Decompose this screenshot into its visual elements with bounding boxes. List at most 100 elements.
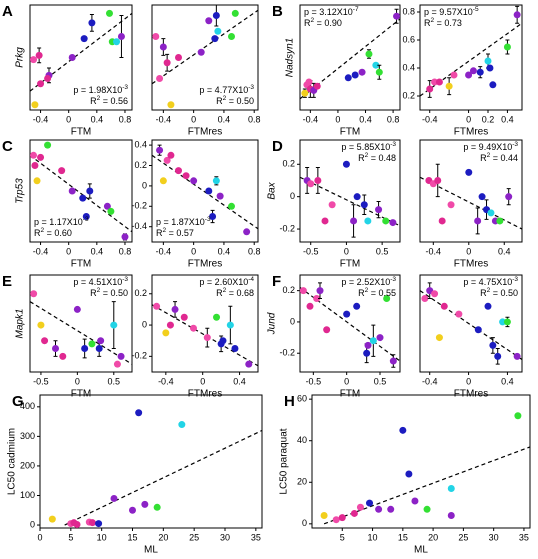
y-tick-label: 0.2 [134,288,147,298]
annotation-superscript: 2 [431,17,435,24]
annotation-text: R [156,228,163,238]
point [421,294,429,302]
plot-frame [419,4,523,111]
annotation: p = 1.87X10-3 [156,216,211,227]
x-tick-label: -0.4 [156,246,172,256]
x-axis-label: FTMres [454,259,488,270]
x-axis-label: FTMres [188,389,222,400]
annotation-superscript: -4 [248,276,254,283]
x-tick-label: 0.8 [119,246,132,256]
annotation-text: = 0.50 [100,288,128,298]
point [209,213,217,220]
y-axis-label: LC50 cadmium [7,428,18,495]
point [376,334,384,342]
point [30,56,38,64]
point [369,337,377,345]
point [478,193,486,201]
annotation-superscript: 2 [97,287,101,294]
point [203,334,211,342]
annotation-text: = 0.44 [490,153,518,163]
point [489,341,497,349]
annotation-superscript: -3 [122,84,128,91]
x-tick-label: -0.5 [33,376,49,386]
annotation-text: R [480,288,487,298]
point [205,187,213,195]
x-tick-label: -0.5 [303,246,319,256]
x-tick-label: 0.2 [482,114,495,124]
y-tick-label: 0.4 [402,62,415,72]
x-tick-label: 30 [489,532,499,542]
point [113,38,121,46]
x-tick-label: 0 [466,246,471,256]
panel-letter: D [272,138,283,155]
point [455,310,463,318]
y-tick-label: 0.2 [402,90,415,100]
x-tick-label: 0.5 [108,376,121,386]
point [178,421,186,429]
annotation: R2 = 0.55 [358,287,396,298]
point [216,192,224,200]
x-tick-label: 15 [127,532,137,542]
annotation: R2 = 0.56 [90,95,128,106]
annotation-superscript: 2 [97,95,101,102]
point [353,302,361,310]
plot-frame [29,4,133,111]
x-tick-label: -0.4 [33,246,49,256]
point [323,326,331,334]
annotation-superscript: 2 [311,17,315,24]
point [435,334,443,342]
point [360,201,368,209]
point [175,167,182,175]
annotation-superscript: -3 [390,141,396,148]
y-tick-label: -0.4 [131,221,147,231]
point [423,505,431,513]
point [182,172,190,180]
point [171,305,179,313]
plot-frame [311,394,531,529]
y-tick-label: 0.4 [134,139,147,149]
point [212,12,220,19]
point [445,82,453,90]
point [141,500,149,508]
point [189,324,197,332]
y-axis-label: Jund [267,312,278,335]
point [375,68,383,76]
point [35,51,43,59]
point [44,75,52,82]
point [513,11,521,19]
y-axis-label: Prkg [15,47,26,68]
annotation-superscript: 2 [365,152,369,159]
point [363,349,371,357]
y-tick-label: 0.6 [402,34,415,44]
trend-line [29,154,133,233]
point [152,33,160,40]
point [73,305,81,313]
point [68,187,76,195]
annotation-text: R [358,153,365,163]
point [365,50,373,58]
point [496,217,504,225]
x-axis-label: FTM [71,259,92,270]
point [494,352,502,360]
x-tick-label: 0 [191,114,196,124]
x-axis-label: FTMres [188,259,222,270]
point [434,176,442,184]
panel-letter: A [2,3,13,20]
x-axis-label: ML [414,545,428,556]
annotation-text: = 0.50 [226,96,254,106]
point [105,9,113,17]
point [332,516,340,524]
point [31,101,39,109]
x-tick-label: 0.8 [387,114,400,124]
annotation-superscript: -3 [512,141,518,148]
point [37,80,45,88]
point [505,193,513,201]
x-axis-label: FTM [340,389,361,400]
x-tick-label: -0.5 [306,376,322,386]
point [383,294,391,302]
x-tick-label: 0.8 [248,114,261,124]
point [447,512,455,520]
annotation: R2 = 0.73 [424,17,462,28]
x-tick-label: 35 [251,532,261,542]
